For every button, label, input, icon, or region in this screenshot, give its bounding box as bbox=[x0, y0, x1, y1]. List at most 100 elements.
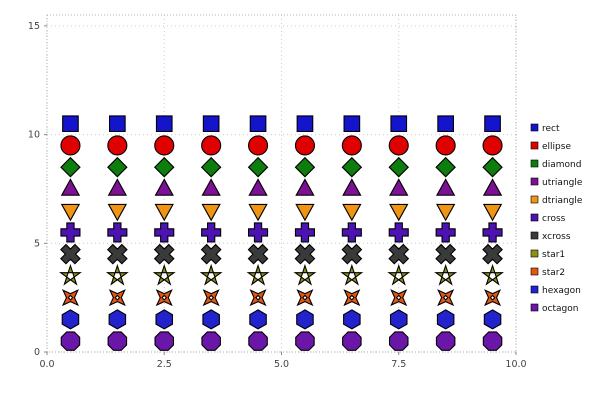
marker-hexagon bbox=[436, 309, 455, 330]
marker-star2 bbox=[484, 289, 502, 307]
legend-swatch-ellipse bbox=[530, 141, 539, 150]
marker-diamond bbox=[60, 156, 81, 178]
marker-hexagon bbox=[61, 309, 80, 330]
legend-label-star2: star2 bbox=[542, 268, 565, 278]
marker-diamond bbox=[247, 156, 269, 178]
marker-utriangle bbox=[154, 178, 174, 196]
marker-dtriangle bbox=[154, 203, 174, 222]
marker-diamond bbox=[153, 156, 175, 178]
series-ellipse bbox=[60, 135, 503, 156]
marker-octagon bbox=[388, 331, 409, 351]
legend-item-star2: star2 bbox=[530, 267, 565, 278]
marker-octagon bbox=[295, 331, 315, 351]
series-dtriangle bbox=[60, 203, 503, 222]
marker-star2 bbox=[296, 289, 314, 307]
marker-dtriangle bbox=[482, 203, 503, 222]
series-xcross bbox=[60, 243, 503, 265]
marker-xcross bbox=[435, 243, 457, 265]
marker-dtriangle bbox=[342, 203, 362, 222]
marker-xcross bbox=[106, 243, 128, 265]
marker-hexagon bbox=[108, 309, 127, 330]
marker-star1 bbox=[387, 263, 411, 286]
y-tick-label: 0 bbox=[34, 347, 40, 358]
y-tick-label: 15 bbox=[28, 21, 40, 32]
legend-swatch-hexagon bbox=[530, 285, 539, 294]
legend: rect ellipse diamond utriangle dtriangle cros… bbox=[530, 123, 583, 314]
marker-diamond bbox=[294, 156, 316, 178]
marker-xcross bbox=[200, 243, 222, 265]
marker-star2 bbox=[61, 289, 79, 307]
legend-item-utriangle: utriangle bbox=[530, 177, 583, 188]
series-hexagon bbox=[61, 309, 502, 330]
plot-frame bbox=[46, 14, 517, 353]
marker-xcross bbox=[294, 243, 316, 265]
marker-rect bbox=[296, 115, 314, 133]
legend-label-ellipse: ellipse bbox=[542, 142, 571, 152]
series-utriangle bbox=[60, 178, 503, 196]
marker-hexagon bbox=[343, 309, 361, 330]
marker-dtriangle bbox=[248, 203, 268, 222]
marker-hexagon bbox=[483, 309, 502, 330]
marker-utriangle bbox=[201, 178, 221, 196]
series-diamond bbox=[60, 156, 503, 178]
marker-diamond bbox=[200, 156, 222, 178]
marker-star1 bbox=[293, 263, 317, 286]
legend-item-rect: rect bbox=[530, 123, 560, 134]
marker-rect bbox=[62, 115, 79, 133]
marker-dtriangle bbox=[389, 203, 409, 222]
legend-label-xcross: xcross bbox=[542, 232, 571, 242]
marker-utriangle bbox=[482, 178, 503, 196]
marker-star1 bbox=[105, 263, 129, 286]
marker-star1 bbox=[199, 263, 223, 286]
marker-ellipse bbox=[294, 135, 316, 156]
legend-swatch-star1 bbox=[530, 249, 539, 258]
legend-label-dtriangle: dtriangle bbox=[542, 196, 583, 206]
marker-utriangle bbox=[295, 178, 315, 196]
marker-utriangle bbox=[107, 178, 128, 196]
series-cross bbox=[60, 222, 503, 243]
marker-star1 bbox=[246, 263, 270, 286]
marker-diamond bbox=[341, 156, 363, 178]
marker-star1 bbox=[481, 263, 505, 286]
marker-star2 bbox=[249, 289, 267, 307]
marker-utriangle bbox=[389, 178, 409, 196]
y-tick-label: 10 bbox=[28, 130, 40, 141]
marker-cross bbox=[201, 222, 222, 243]
marker-octagon bbox=[482, 331, 503, 351]
marker-ellipse bbox=[341, 135, 362, 156]
legend-item-dtriangle: dtriangle bbox=[530, 195, 583, 206]
marker-xcross bbox=[388, 243, 410, 265]
y-tick-label: 5 bbox=[34, 238, 40, 249]
marker-hexagon bbox=[202, 309, 220, 330]
marker-star2 bbox=[108, 289, 126, 307]
marker-dtriangle bbox=[201, 203, 221, 222]
marker-octagon bbox=[435, 331, 456, 351]
marker-star2 bbox=[343, 289, 361, 307]
marker-hexagon bbox=[296, 309, 314, 330]
marker-star1 bbox=[340, 263, 364, 286]
marker-hexagon bbox=[155, 309, 174, 330]
marker-cross bbox=[435, 222, 456, 243]
marker-utriangle bbox=[342, 178, 362, 196]
marker-cross bbox=[294, 222, 315, 243]
marker-rect bbox=[155, 115, 173, 133]
marker-rect bbox=[484, 115, 501, 133]
marker-ellipse bbox=[482, 135, 503, 156]
marker-star2 bbox=[155, 289, 173, 307]
legend-item-octagon: octagon bbox=[530, 303, 578, 314]
marker-rect bbox=[390, 115, 408, 133]
marker-diamond bbox=[435, 156, 456, 178]
marker-cross bbox=[154, 222, 175, 243]
marker-xcross bbox=[482, 243, 503, 265]
marker-octagon bbox=[107, 331, 128, 351]
marker-rect bbox=[109, 115, 126, 133]
marker-hexagon bbox=[389, 309, 408, 330]
series-rect bbox=[62, 115, 501, 133]
marker-cross bbox=[107, 222, 128, 243]
marker-xcross bbox=[341, 243, 363, 265]
marker-star2 bbox=[437, 289, 455, 307]
marker-rect bbox=[249, 115, 267, 133]
marker-dtriangle bbox=[435, 203, 456, 222]
marker-xcross bbox=[153, 243, 175, 265]
